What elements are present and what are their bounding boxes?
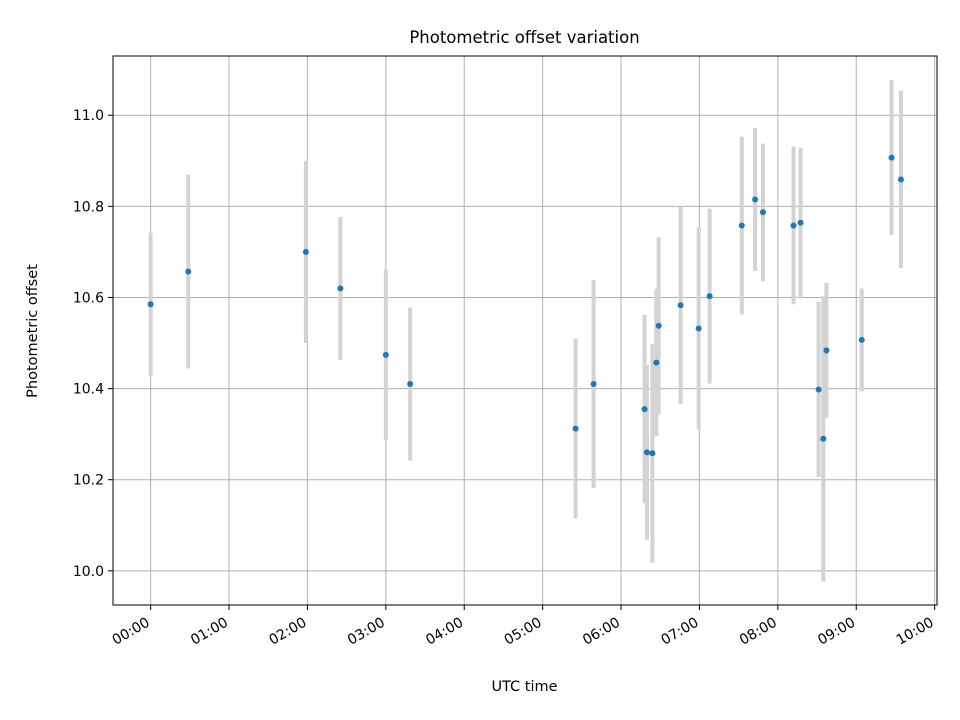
chart-title: Photometric offset variation <box>409 28 639 47</box>
data-point <box>738 222 745 229</box>
y-axis-label: Photometric offset <box>25 264 41 398</box>
data-point <box>797 219 804 226</box>
data-point <box>147 301 154 308</box>
data-point <box>407 381 414 388</box>
y-tick-label: 10.0 <box>73 564 104 580</box>
data-point <box>655 322 662 329</box>
y-tick-label: 10.8 <box>73 199 104 215</box>
data-point <box>677 302 684 309</box>
data-point <box>823 347 830 354</box>
y-tick-label: 10.2 <box>73 473 104 489</box>
data-points <box>147 154 904 457</box>
data-point <box>790 222 797 229</box>
plot-frame <box>112 55 938 606</box>
data-point <box>572 425 579 432</box>
data-point <box>706 293 713 300</box>
data-point <box>897 176 904 183</box>
data-point <box>815 386 822 393</box>
data-point <box>649 450 656 457</box>
data-point <box>185 268 192 275</box>
y-tick-label: 11.0 <box>73 108 104 124</box>
data-point <box>653 359 660 366</box>
y-tick-label: 10.6 <box>73 290 104 306</box>
data-point <box>643 449 650 456</box>
data-point <box>382 351 389 358</box>
data-point <box>820 435 827 442</box>
y-axis-ticks: 10.0 10.2 10.4 10.6 10.8 11.0 <box>73 108 113 580</box>
data-point <box>752 196 759 203</box>
data-point <box>759 209 766 216</box>
x-axis-label: UTC time <box>491 679 557 695</box>
data-point <box>302 248 309 255</box>
data-point <box>641 406 648 413</box>
data-point <box>858 336 865 343</box>
data-point <box>590 381 597 388</box>
data-point <box>337 285 344 292</box>
data-point <box>695 325 702 332</box>
grid <box>113 56 937 605</box>
y-tick-label: 10.4 <box>73 382 104 398</box>
data-point <box>888 154 895 161</box>
